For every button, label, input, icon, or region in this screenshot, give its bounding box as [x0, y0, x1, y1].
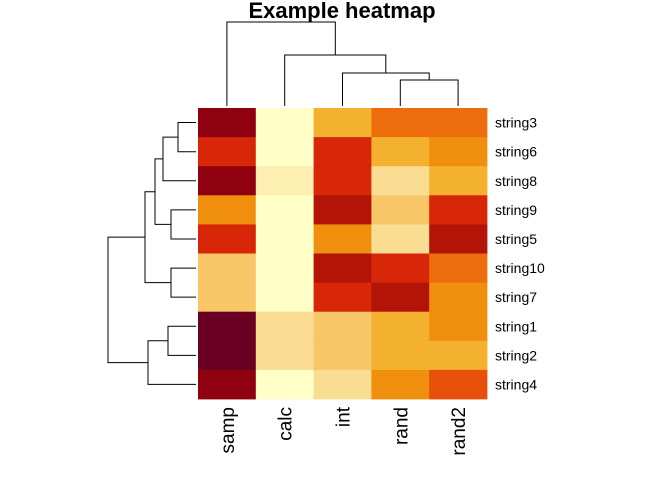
heatmap-cell-string8-int — [313, 166, 372, 196]
heatmap-cell-string5-rand — [371, 224, 430, 254]
heatmap-cell-string7-rand — [371, 282, 430, 313]
heatmap-cell-string5-calc — [255, 224, 314, 254]
heatmap-cell-string7-calc — [255, 282, 314, 313]
row-dendrogram-link-string3-string6 — [177, 122, 196, 153]
heatmap-cell-string9-rand2 — [429, 195, 488, 225]
row-dendrogram — [107, 122, 196, 385]
column-label-samp: samp — [218, 407, 239, 453]
heatmap-cell-string9-rand — [371, 195, 430, 225]
heatmap-cell-string10-samp — [198, 253, 257, 283]
heatmap-cell-string1-int — [313, 311, 372, 342]
heatmap-cell-string9-int — [313, 195, 372, 225]
heatmap-cell-string4-rand — [371, 369, 430, 400]
row-labels: string3 string6 string8 string9 string5 strin… — [495, 115, 545, 393]
column-dendrogram-link-calc-int — [284, 54, 387, 106]
heatmap-cell-string4-samp — [198, 369, 257, 400]
heatmap-cell-string6-int — [313, 137, 372, 167]
row-dendrogram-link-string8 — [162, 136, 196, 182]
row-label-string3: string3 — [495, 115, 537, 131]
row-label-string2: string2 — [495, 347, 537, 363]
row-label-string4: string4 — [495, 376, 537, 392]
column-label-rand: rand — [391, 407, 412, 445]
column-label-rand2: rand2 — [449, 407, 470, 456]
row-label-string8: string8 — [495, 173, 537, 189]
heatmap-cell-string8-calc — [255, 166, 314, 196]
row-label-string9: string9 — [495, 202, 537, 218]
column-dendrogram-link-int-rand — [342, 72, 430, 106]
heatmap-cell-string8-rand2 — [429, 166, 488, 196]
column-label-int: int — [334, 406, 355, 427]
heatmap-cell-string6-samp — [198, 137, 257, 167]
heatmap-cell-string1-calc — [255, 311, 314, 342]
row-label-string1: string1 — [495, 318, 537, 334]
heatmap-cell-string9-samp — [198, 195, 257, 225]
heatmap-cell-string3-rand2 — [429, 108, 488, 138]
row-dendrogram-link-lower — [147, 340, 196, 385]
heatmap-cell-string6-calc — [255, 137, 314, 167]
heatmap-cell-string2-rand — [371, 340, 430, 371]
chart-title: Example heatmap — [248, 0, 435, 23]
heatmap-cell-string1-rand2 — [429, 311, 488, 342]
heatmap-cell-string2-rand2 — [429, 340, 488, 371]
heatmap-cell-string6-rand2 — [429, 137, 488, 167]
heatmap-cell-string1-rand — [371, 311, 430, 342]
heatmap-cell-string8-samp — [198, 166, 257, 196]
heatmap-cell-string5-int — [313, 224, 372, 254]
heatmap-cell-string10-int — [313, 253, 372, 283]
heatmap-cell-string5-rand2 — [429, 224, 488, 254]
heatmap-cell-string1-samp — [198, 311, 257, 342]
heatmap-cell-string2-samp — [198, 340, 257, 371]
row-label-string6: string6 — [495, 144, 537, 160]
row-dendrogram-link-root — [107, 236, 148, 364]
heatmap-cell-string9-calc — [255, 195, 314, 225]
heatmap-cell-string2-int — [313, 340, 372, 371]
heatmap-cell-string3-calc — [255, 108, 314, 138]
heatmap-cell-string4-int — [313, 369, 372, 400]
heatmap-cell-string2-calc — [255, 340, 314, 371]
column-dendrogram — [226, 21, 459, 106]
heatmap-cell-string6-rand — [371, 137, 430, 167]
heatmap-cell-string7-int — [313, 282, 372, 313]
column-dendrogram-link-rand-rand2 — [399, 79, 459, 106]
heatmap-cell-string7-samp — [198, 282, 257, 313]
row-dendrogram-link-string1-string2 — [167, 325, 196, 356]
heatmap-cell-string4-calc — [255, 369, 314, 400]
column-dendrogram-link-root — [226, 21, 336, 106]
heatmap-cell-string8-rand — [371, 166, 430, 196]
heatmap-cell-string5-samp — [198, 224, 257, 254]
heatmap-cell-string10-rand — [371, 253, 430, 283]
heatmap-cell-string4-rand2 — [429, 369, 488, 400]
row-label-string5: string5 — [495, 231, 537, 247]
row-dendrogram-link-string10-string7 — [170, 267, 196, 298]
row-label-string7: string7 — [495, 289, 537, 305]
row-dendrogram-link-upper — [144, 191, 171, 284]
heatmap-cell-string3-rand — [371, 108, 430, 138]
heatmap-cell-string3-int — [313, 108, 372, 138]
heatmap-cell-string3-samp — [198, 108, 257, 138]
row-label-string10: string10 — [495, 260, 545, 276]
heatmap-cells — [198, 108, 488, 400]
heatmap-cell-string7-rand2 — [429, 282, 488, 313]
column-label-calc: calc — [276, 407, 297, 441]
row-dendrogram-link-string9-string5 — [170, 209, 196, 240]
column-labels: samp calc int rand rand2 — [218, 406, 470, 455]
heatmap-cell-string10-calc — [255, 253, 314, 283]
heatmap-cell-string10-rand2 — [429, 253, 488, 283]
